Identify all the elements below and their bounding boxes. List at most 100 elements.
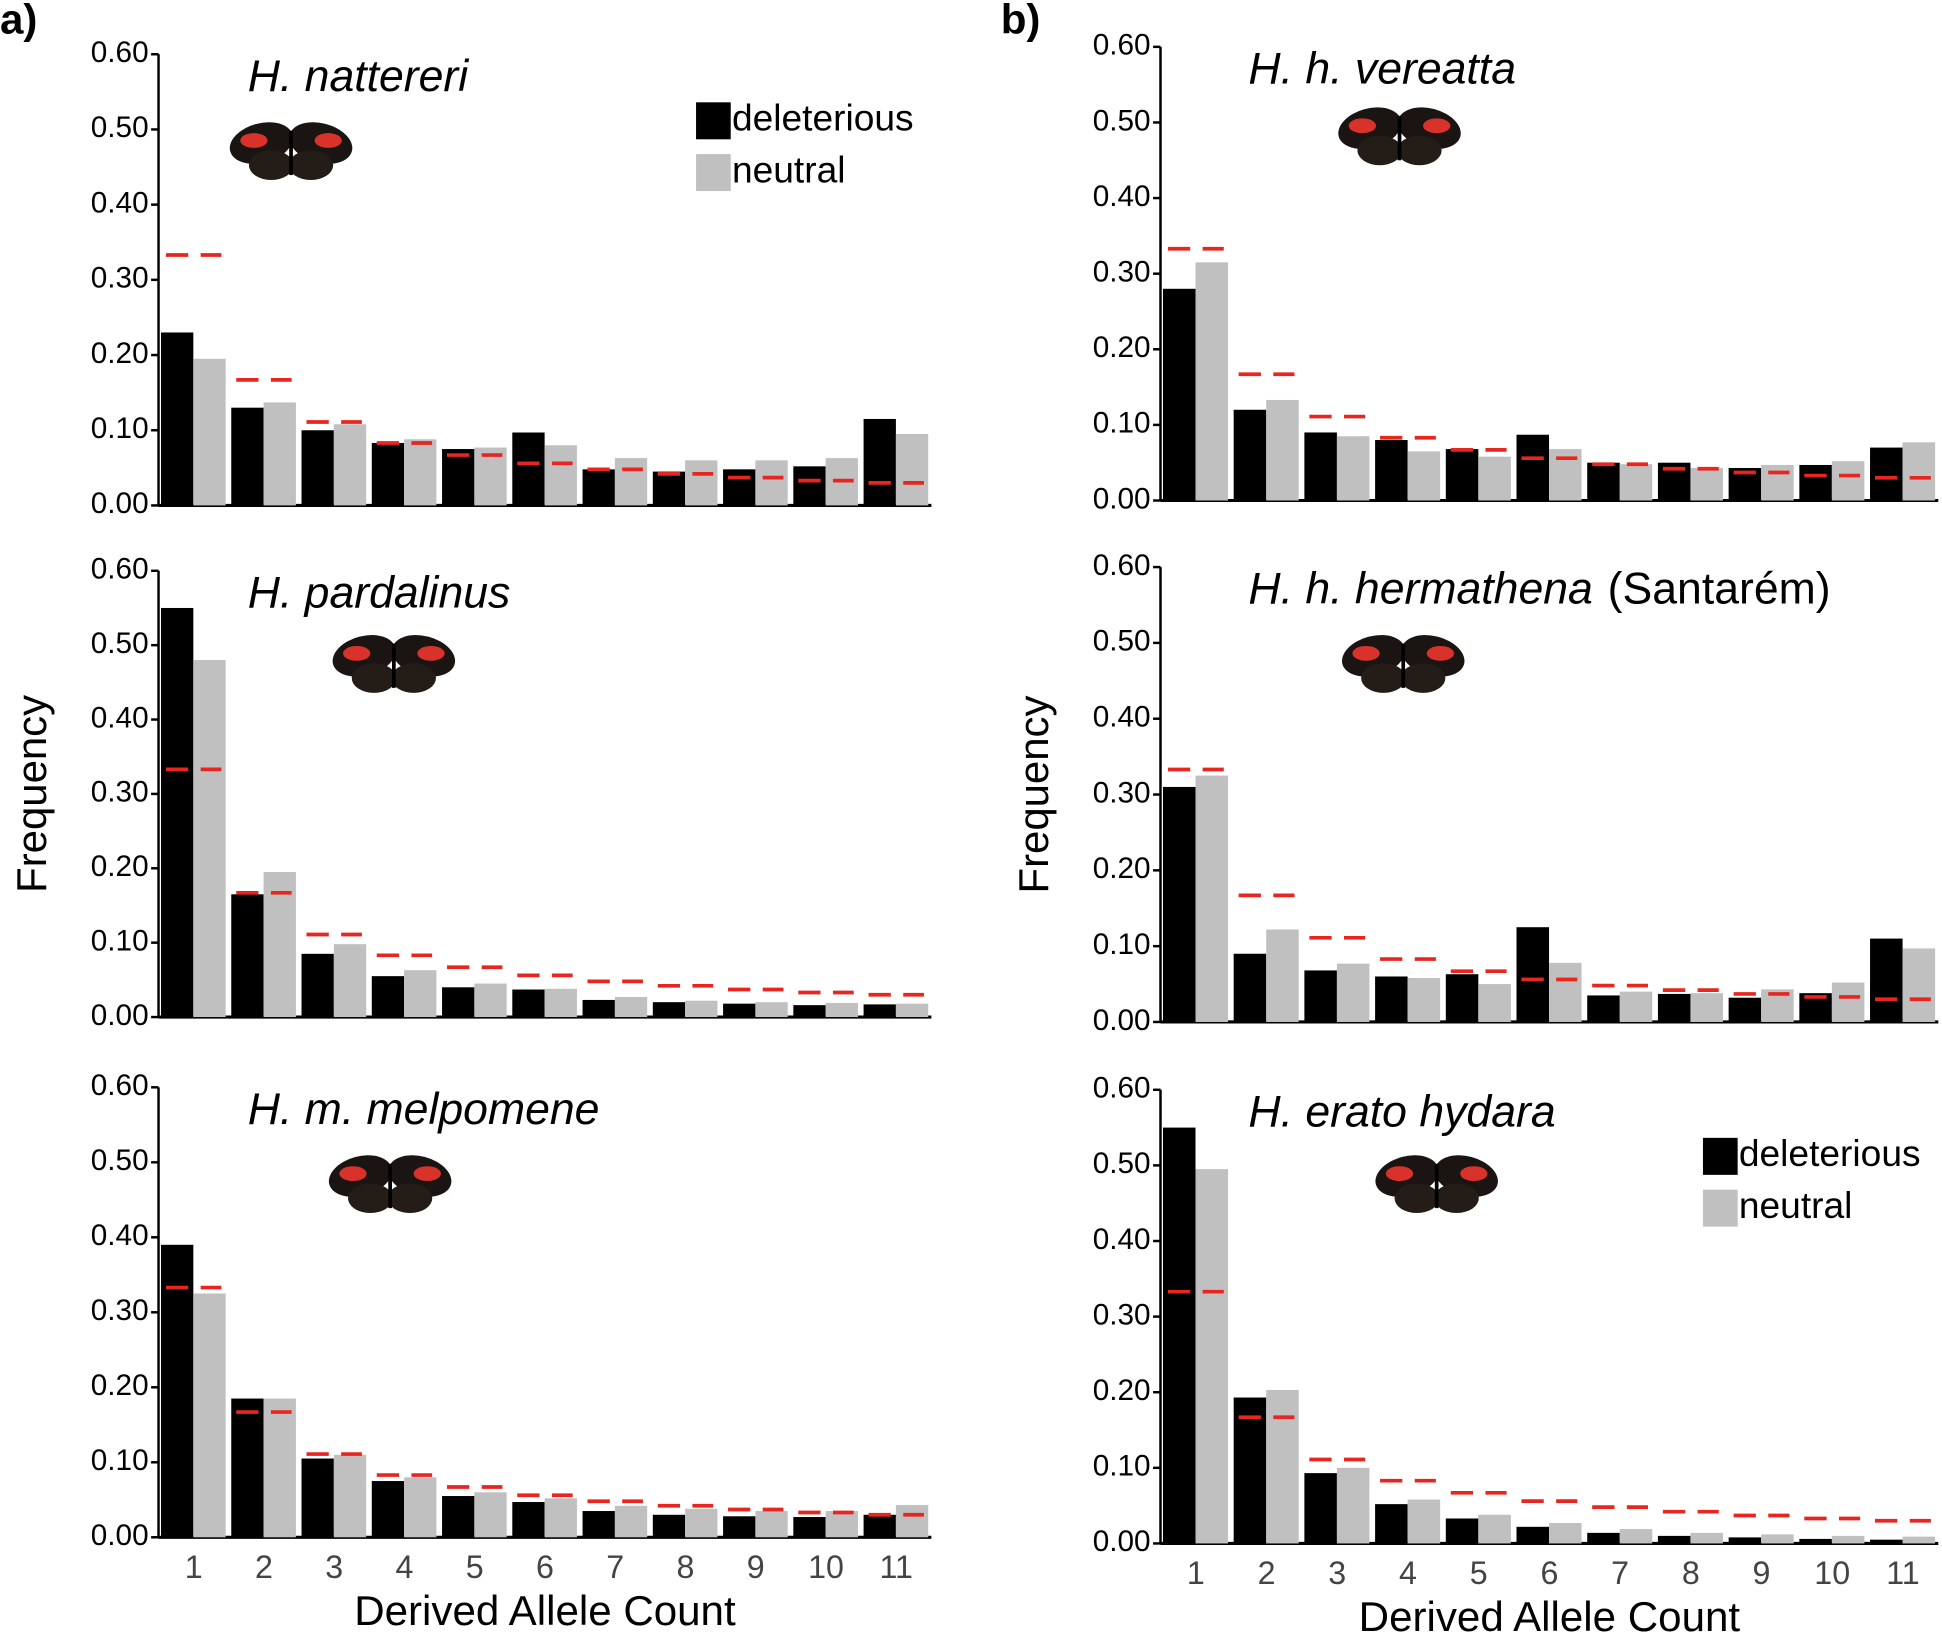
bar <box>1831 461 1865 501</box>
y-tick-label: 0.20 <box>91 850 149 883</box>
bar <box>1233 1397 1267 1544</box>
y-tick-label: 0.00 <box>91 487 149 520</box>
bar <box>1445 449 1479 501</box>
x-tick-label: 7 <box>1611 1555 1629 1591</box>
bar <box>863 1514 896 1538</box>
butterfly-wing <box>1361 663 1406 693</box>
butterfly-patch <box>339 1166 367 1182</box>
y-axis-label: Frequency <box>8 695 55 893</box>
y-tick-label: 0.00 <box>1093 482 1151 515</box>
bar <box>1587 1532 1620 1544</box>
bar <box>1587 462 1620 501</box>
bar <box>1336 963 1370 1022</box>
bar <box>442 449 475 506</box>
y-tick-label: 0.20 <box>1093 852 1151 885</box>
y-tick-label: 0.20 <box>91 337 149 370</box>
panel-title-text: H. m. melpomene <box>248 1085 600 1134</box>
bar <box>652 471 686 506</box>
bar <box>1375 440 1408 501</box>
bar <box>371 1481 405 1538</box>
y-tick-label: 0.10 <box>91 1444 149 1477</box>
bar <box>1304 432 1337 501</box>
x-tick-label: 2 <box>1258 1555 1276 1591</box>
bar <box>895 1003 929 1018</box>
y-tick-label: 0.30 <box>1093 256 1151 289</box>
bar <box>1375 976 1408 1022</box>
bar <box>404 1477 437 1538</box>
legend-swatch <box>1702 1189 1738 1227</box>
bar <box>161 332 194 506</box>
y-tick-label: 0.30 <box>1093 776 1151 809</box>
butterfly-wing <box>351 663 397 693</box>
bar <box>825 1002 858 1018</box>
x-tick-label: 1 <box>185 1549 203 1585</box>
butterfly-wing <box>248 150 294 180</box>
x-tick-label: 4 <box>395 1549 413 1585</box>
bar <box>544 1498 577 1538</box>
bar <box>1870 447 1903 501</box>
butterfly-wing <box>1397 135 1442 166</box>
bar <box>895 1505 929 1538</box>
bar <box>863 1004 896 1018</box>
bar <box>1690 467 1723 501</box>
bar <box>652 1002 686 1018</box>
butterfly-wing <box>1434 1183 1479 1214</box>
bar <box>1195 1169 1229 1544</box>
y-tick-label: 0.00 <box>1093 1525 1151 1558</box>
panel-title-text: H. nattereri <box>248 52 470 101</box>
bar <box>1375 1504 1408 1544</box>
y-tick-label: 0.30 <box>91 1294 149 1327</box>
panel-title-text: H. erato hydara <box>1248 1087 1555 1136</box>
bar <box>231 407 264 506</box>
x-tick-label: 8 <box>1682 1555 1700 1591</box>
x-tick-label: 9 <box>1753 1555 1771 1591</box>
butterfly-wing <box>348 1183 393 1214</box>
x-tick-label: 1 <box>1187 1555 1205 1591</box>
panel-title: H. nattereri <box>248 52 470 101</box>
bar <box>1619 991 1653 1022</box>
bar <box>512 989 545 1018</box>
bar <box>231 1398 264 1538</box>
bar <box>825 1511 858 1538</box>
bar <box>1478 1514 1511 1544</box>
x-tick-label: 4 <box>1399 1555 1417 1591</box>
bar <box>1902 948 1936 1022</box>
legend-label: deleterious <box>732 97 914 139</box>
bar <box>1657 1535 1691 1544</box>
y-tick-label: 0.60 <box>1093 549 1151 582</box>
y-tick-label: 0.60 <box>91 36 149 69</box>
bar <box>161 1244 194 1538</box>
y-tick-label: 0.20 <box>1093 1374 1151 1407</box>
y-tick-label: 0.00 <box>91 1519 149 1552</box>
y-tick-label: 0.00 <box>91 999 149 1032</box>
bar <box>1336 1467 1370 1544</box>
x-tick-label: 3 <box>325 1549 343 1585</box>
bar <box>1336 436 1370 501</box>
panel-title: H. pardalinus <box>248 568 511 617</box>
x-tick-label: 5 <box>1470 1555 1488 1591</box>
butterfly-patch <box>240 133 268 148</box>
bar <box>1407 451 1441 501</box>
x-axis-label: Derived Allele Count <box>1359 1593 1741 1640</box>
y-tick-label: 0.50 <box>1093 1147 1151 1180</box>
bar <box>404 970 437 1018</box>
bar <box>685 1000 718 1018</box>
y-tick-label: 0.40 <box>1093 701 1151 734</box>
butterfly-patch <box>1426 645 1455 661</box>
bar <box>371 443 405 506</box>
x-tick-label: 5 <box>466 1549 484 1585</box>
bar <box>1266 1389 1299 1544</box>
bar <box>1445 1518 1479 1544</box>
butterfly-patch <box>1385 1166 1414 1182</box>
y-tick-label: 0.40 <box>91 1219 149 1252</box>
bar <box>685 460 718 506</box>
bar <box>474 447 507 506</box>
butterfly-wing <box>391 663 436 693</box>
bar <box>333 1454 367 1538</box>
bar <box>193 660 226 1018</box>
bar <box>1162 288 1196 501</box>
panel-label: b) <box>1001 0 1041 42</box>
y-tick-label: 0.60 <box>91 553 149 586</box>
bar <box>544 445 577 506</box>
bar <box>1516 927 1550 1022</box>
